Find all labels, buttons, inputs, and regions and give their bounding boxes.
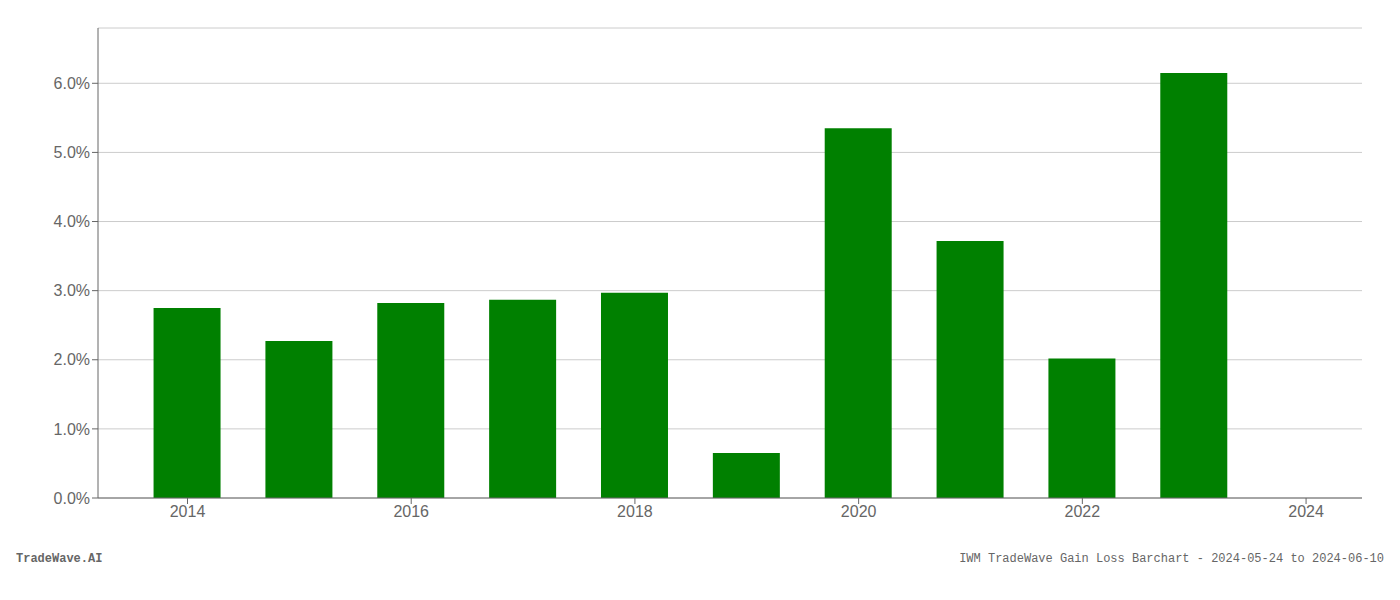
svg-text:3.0%: 3.0% — [54, 282, 90, 299]
html-text:IWM TradeWave Gain Loss Barcha: IWM TradeWave Gain Loss Barchart - 2024-… — [959, 552, 1384, 566]
svg-text:2014: 2014 — [170, 503, 206, 520]
html-text:TradeWave.AI: TradeWave.AI — [16, 552, 103, 566]
svg-text:5.0%: 5.0% — [54, 144, 90, 161]
svg-text:2018: 2018 — [617, 503, 653, 520]
svg-text:0.0%: 0.0% — [54, 490, 90, 507]
svg-text:2024: 2024 — [1288, 503, 1324, 520]
svg-text:6.0%: 6.0% — [54, 75, 90, 92]
svg-text:4.0%: 4.0% — [54, 213, 90, 230]
svg-text:2016: 2016 — [393, 503, 429, 520]
svg-text:2.0%: 2.0% — [54, 351, 90, 368]
svg-text:1.0%: 1.0% — [54, 421, 90, 438]
svg-text:2020: 2020 — [841, 503, 877, 520]
svg-text:2022: 2022 — [1065, 503, 1101, 520]
